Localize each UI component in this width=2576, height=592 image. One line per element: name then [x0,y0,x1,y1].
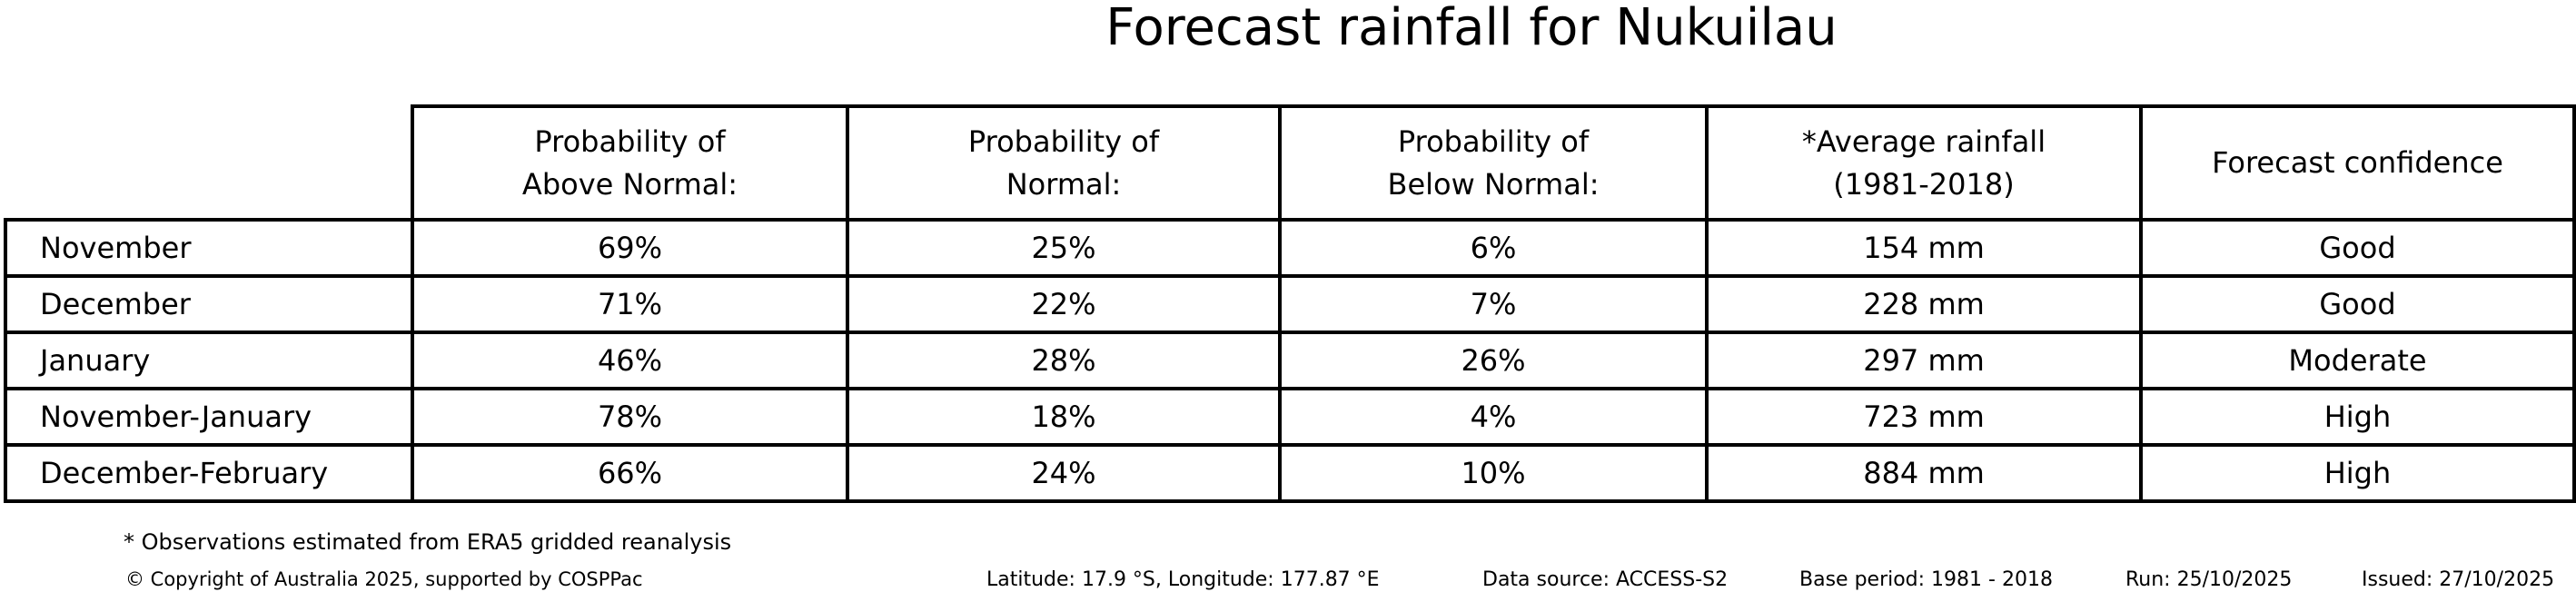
average-rainfall-value: 228 mm [1705,274,2143,334]
page-title: Forecast rainfall for Nukuilau [1105,0,1838,57]
header-prob-below-normal: Probability of Below Normal: [1278,104,1709,222]
prob-above-value: 69% [411,218,849,278]
location-coordinates: Latitude: 17.9 °S, Longitude: 177.87 °E [986,568,1380,591]
data-source-text: Data source: ACCESS-S2 [1482,568,1729,591]
prob-normal-value: 28% [846,331,1282,390]
forecast-confidence-value: Good [2139,274,2576,334]
prob-normal-value: 22% [846,274,1282,334]
run-date-text: Run: 25/10/2025 [2125,568,2293,591]
average-rainfall-value: 884 mm [1705,443,2143,503]
row-label: December [4,274,414,334]
forecast-confidence-value: High [2139,443,2576,503]
prob-above-value: 46% [411,331,849,390]
row-label: November [4,218,414,278]
row-label: January [4,331,414,390]
prob-below-value: 7% [1278,274,1709,334]
prob-above-value: 66% [411,443,849,503]
prob-normal-value: 18% [846,387,1282,447]
table-row-december: December 71% 22% 7% 228 mm Good [4,274,2576,334]
row-label: November-January [4,387,414,447]
table-row-january: January 46% 28% 26% 297 mm Moderate [4,331,2576,390]
prob-normal-value: 25% [846,218,1282,278]
forecast-confidence-value: Moderate [2139,331,2576,390]
average-rainfall-value: 723 mm [1705,387,2143,447]
table-header-row: Probability of Above Normal: Probability… [5,104,2576,222]
prob-below-value: 26% [1278,331,1709,390]
header-prob-above-normal: Probability of Above Normal: [411,104,849,222]
prob-above-value: 78% [411,387,849,447]
forecast-confidence-value: High [2139,387,2576,447]
era5-footnote: * Observations estimated from ERA5 gridd… [124,529,732,555]
table-row-november: November 69% 25% 6% 154 mm Good [4,218,2576,278]
header-average-rainfall: *Average rainfall (1981-2018) [1705,104,2143,222]
forecast-table: Probability of Above Normal: Probability… [4,104,2576,503]
header-prob-normal: Probability of Normal: [846,104,1282,222]
average-rainfall-value: 297 mm [1705,331,2143,390]
header-forecast-confidence: Forecast confidence [2139,104,2576,222]
table-row-november-january: November-January 78% 18% 4% 723 mm High [4,387,2576,447]
copyright-text: © Copyright of Australia 2025, supported… [125,568,643,590]
prob-below-value: 4% [1278,387,1709,447]
issued-date-text: Issued: 27/10/2025 [2362,568,2555,591]
header-empty-corner [5,106,412,220]
row-label: December-February [4,443,414,503]
average-rainfall-value: 154 mm [1705,218,2143,278]
prob-below-value: 10% [1278,443,1709,503]
table-row-december-february: December-February 66% 24% 10% 884 mm Hig… [4,443,2576,503]
prob-below-value: 6% [1278,218,1709,278]
forecast-confidence-value: Good [2139,218,2576,278]
prob-above-value: 71% [411,274,849,334]
base-period-text: Base period: 1981 - 2018 [1799,568,2053,591]
prob-normal-value: 24% [846,443,1282,503]
